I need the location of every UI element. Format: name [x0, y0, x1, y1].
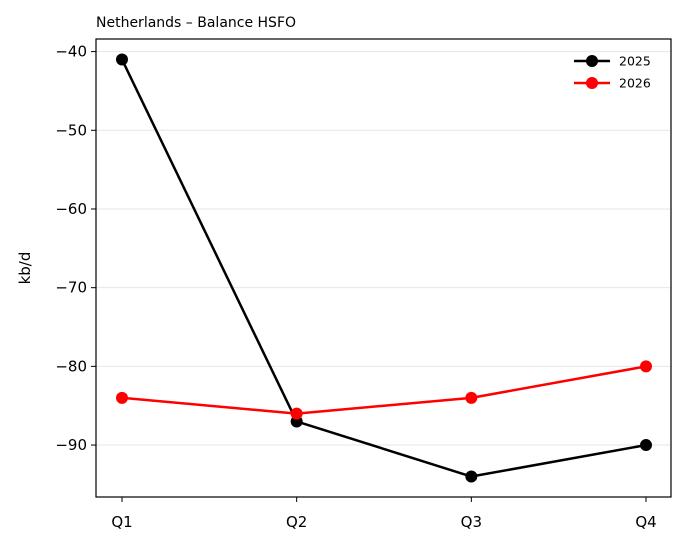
y-axis: −40 −50 −60 −70 −80 −90 [55, 43, 96, 454]
x-tick-label: Q2 [286, 513, 307, 531]
series-2026 [116, 360, 652, 420]
data-point-2026-Q4 [640, 360, 652, 373]
y-axis-label: kb/d [16, 252, 34, 285]
plot-area-frame [95, 38, 672, 498]
gridlines [96, 51, 671, 446]
x-tick-label: Q4 [635, 513, 656, 531]
x-tick-label: Q1 [111, 513, 132, 531]
series-group [116, 53, 652, 483]
y-tick-label: −70 [55, 279, 87, 297]
data-point-2026-Q3 [465, 391, 478, 404]
data-point-2025-Q3 [465, 470, 478, 483]
legend-marker [586, 77, 598, 89]
series-line-2026 [121, 365, 647, 415]
series-line-2025 [120, 58, 647, 478]
data-point-2025-Q4 [640, 439, 652, 452]
data-point-2026-Q1 [116, 391, 128, 404]
legend-label: 2026 [619, 76, 651, 91]
x-axis: Q1 Q2 Q3 Q4 [111, 497, 657, 531]
y-tick-label: −80 [55, 357, 87, 375]
y-tick-label: −90 [55, 436, 87, 454]
legend: 2025 2026 [574, 54, 651, 91]
legend-item-2025: 2025 [574, 54, 651, 69]
chart-title: Netherlands – Balance HSFO [96, 15, 296, 31]
x-tick-label: Q3 [461, 513, 482, 531]
legend-item-2026: 2026 [574, 76, 651, 91]
legend-marker [586, 55, 598, 67]
series-2025 [116, 53, 652, 483]
y-tick-label: −50 [55, 121, 87, 139]
legend-label: 2025 [619, 54, 651, 69]
y-tick-label: −40 [55, 43, 87, 61]
data-point-2026-Q2 [290, 407, 303, 420]
data-point-2025-Q1 [116, 53, 128, 66]
y-tick-label: −60 [55, 200, 87, 218]
